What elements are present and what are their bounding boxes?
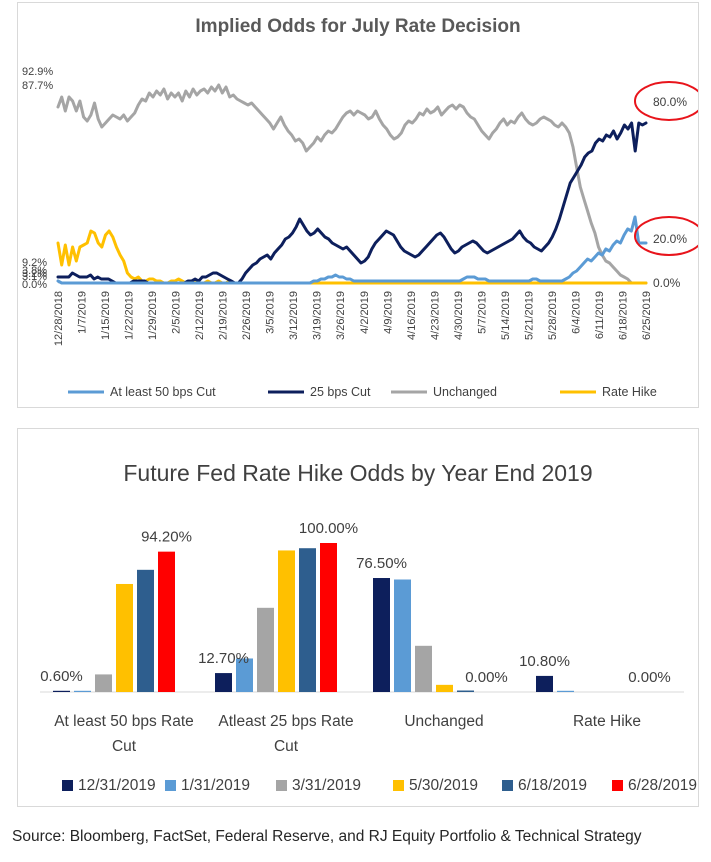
x-tick-label: 6/25/2019 [641, 291, 653, 340]
legend-label: 1/31/2019 [181, 777, 250, 794]
x-tick-label: 4/30/2019 [453, 291, 465, 340]
bar [373, 578, 390, 692]
data-label: 100.00% [299, 520, 358, 537]
legend-label: Unchanged [433, 385, 497, 399]
x-tick-label: 4/23/2019 [429, 291, 441, 340]
series-line-hike [56, 229, 648, 285]
rate-hike-odds-chart-panel: Future Fed Rate Hike Odds by Year End 20… [17, 428, 699, 807]
category-label: Cut [274, 738, 299, 755]
bar [257, 607, 274, 692]
implied-odds-chart: Implied Odds for July Rate Decision 12/28… [22, 16, 698, 399]
left-value-label: 87.7% [22, 80, 53, 92]
bar [74, 690, 91, 692]
chart-title: Future Fed Rate Hike Odds by Year End 20… [123, 460, 592, 486]
bar [95, 674, 112, 692]
x-tick-label: 2/26/2019 [241, 291, 253, 340]
data-label: 12.70% [198, 650, 249, 667]
x-tick-label: 5/7/2019 [476, 291, 488, 334]
category-label: Unchanged [404, 713, 483, 730]
data-label: 0.00% [465, 669, 508, 686]
highlight-circle-80 [634, 81, 698, 121]
data-label: 10.80% [519, 653, 570, 670]
x-tick-label: 1/29/2019 [147, 291, 159, 340]
x-tick-label: 3/12/2019 [288, 291, 300, 340]
bar [116, 583, 133, 692]
legend-label: At least 50 bps Cut [110, 385, 216, 399]
bar [299, 548, 316, 692]
x-tick-label: 5/28/2019 [547, 291, 559, 340]
x-tick-label: 6/11/2019 [594, 291, 606, 339]
legend-swatch [62, 780, 73, 791]
rate-hike-odds-chart: Future Fed Rate Hike Odds by Year End 20… [40, 460, 697, 794]
x-tick-label: 6/18/2019 [617, 291, 629, 340]
x-tick-label: 2/12/2019 [194, 291, 206, 340]
legend-label: Rate Hike [602, 385, 657, 399]
left-value-label: 3.2% [22, 268, 47, 280]
left-value-label: 0.0% [22, 279, 47, 291]
x-tick-label: 12/28/2018 [53, 291, 65, 346]
series-line-cut25 [56, 121, 648, 285]
bar [236, 658, 253, 692]
x-tick-label: 4/2/2019 [359, 291, 371, 334]
x-tick-label: 3/26/2019 [335, 291, 347, 340]
chart-title: Implied Odds for July Rate Decision [195, 16, 520, 37]
x-tick-label: 4/9/2019 [382, 291, 394, 334]
x-tick-label: 1/15/2019 [100, 291, 112, 340]
bar [536, 675, 553, 692]
legend-label: 6/18/2019 [518, 777, 587, 794]
implied-odds-chart-panel: Implied Odds for July Rate Decision 12/28… [17, 2, 699, 408]
legend-label: 6/28/2019 [628, 777, 697, 794]
bar [158, 551, 175, 692]
left-value-label: 3.1% [22, 271, 47, 283]
left-value-label: 9.2% [22, 257, 47, 269]
x-tick-label: 2/19/2019 [218, 291, 230, 340]
bar [278, 550, 295, 692]
bar [415, 645, 432, 692]
x-tick-label: 1/7/2019 [77, 291, 89, 334]
bar [320, 543, 337, 692]
legend-swatch [276, 780, 287, 791]
x-tick-label: 1/22/2019 [124, 291, 136, 340]
bar [53, 690, 70, 692]
x-tick-label: 2/5/2019 [171, 291, 183, 334]
highlight-circle-20 [634, 216, 698, 256]
x-tick-label: 6/4/2019 [570, 291, 582, 334]
right-value-label: 20.0% [653, 232, 687, 246]
bar [394, 579, 411, 692]
legend-label: 25 bps Cut [310, 385, 371, 399]
source-note: Source: Bloomberg, FactSet, Federal Rese… [12, 828, 642, 845]
right-value-label: 80.0% [653, 95, 687, 109]
data-label: 76.50% [356, 555, 407, 572]
bar [215, 673, 232, 692]
series-line-unchanged [56, 83, 648, 285]
x-tick-label: 5/14/2019 [500, 291, 512, 340]
legend-label: 12/31/2019 [78, 777, 156, 794]
series-line-cut50 [56, 215, 648, 285]
x-tick-label: 3/19/2019 [312, 291, 324, 340]
x-tick-label: 5/21/2019 [523, 291, 535, 340]
legend-swatch [612, 780, 623, 791]
right-value-label: 0.0% [653, 276, 681, 290]
data-label: 0.00% [628, 669, 671, 686]
category-label: Rate Hike [573, 713, 641, 730]
category-label: Cut [112, 738, 137, 755]
legend-swatch [502, 780, 513, 791]
bar [457, 690, 474, 692]
data-label: 0.60% [40, 668, 83, 685]
category-label: Atleast 25 bps Rate [218, 713, 353, 730]
bar [557, 690, 574, 692]
legend-swatch [393, 780, 404, 791]
bar [436, 684, 453, 692]
legend-label: 5/30/2019 [409, 777, 478, 794]
legend-swatch [165, 780, 176, 791]
left-value-label: 92.9% [22, 66, 53, 78]
x-tick-label: 3/5/2019 [265, 291, 277, 334]
left-value-label: 3.8% [22, 265, 47, 277]
category-label: At least 50 bps Rate [54, 713, 194, 730]
bar [137, 569, 154, 692]
data-label: 94.20% [141, 529, 192, 546]
x-tick-label: 4/16/2019 [406, 291, 418, 340]
legend-label: 3/31/2019 [292, 777, 361, 794]
